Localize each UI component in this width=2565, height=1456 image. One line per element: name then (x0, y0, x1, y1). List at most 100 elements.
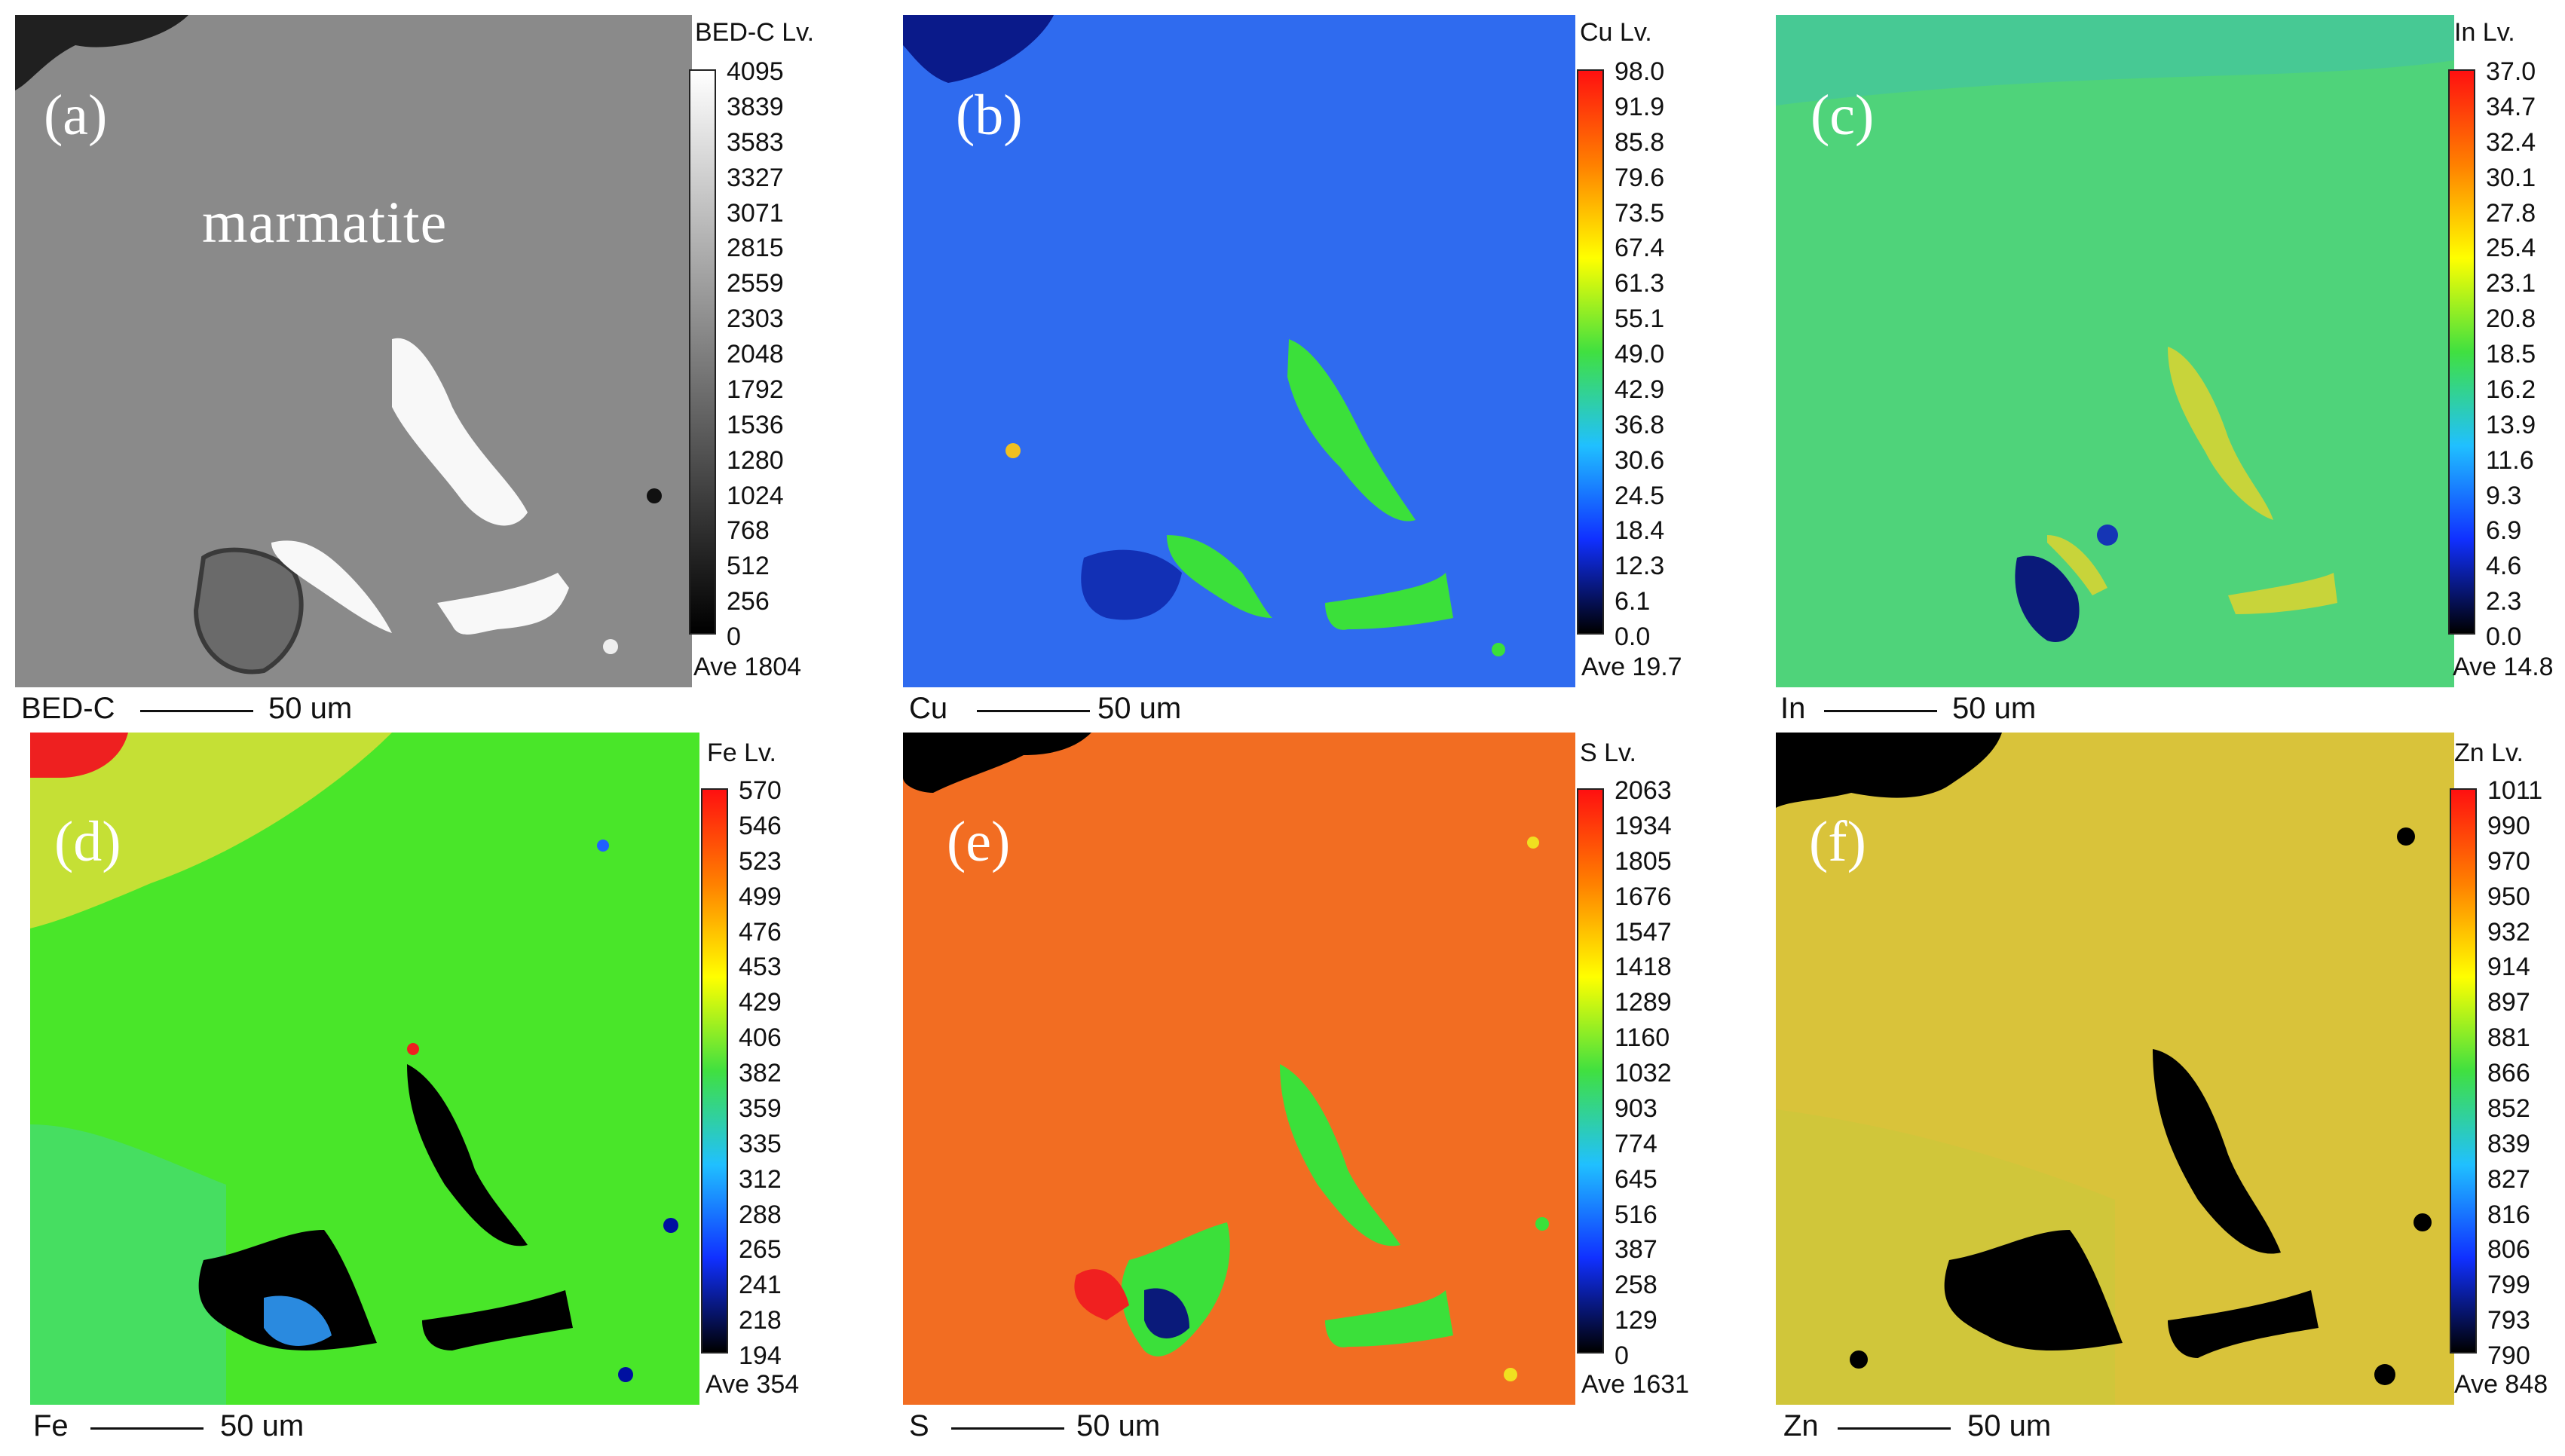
colorbar (701, 788, 728, 1354)
colorbar-tick-label: 914 (2487, 953, 2530, 981)
colorbar-tick-label: 20.8 (2486, 304, 2536, 333)
level-title: Cu Lv. (1580, 18, 1652, 47)
scale-bar (1838, 1427, 1951, 1430)
scale-label: 50 um (1952, 692, 2037, 725)
colorbar-tick-label: 37.0 (2486, 57, 2536, 86)
scale-bar (977, 710, 1090, 712)
panel-letter: (b) (956, 84, 1023, 147)
average-value: Ave 354 (706, 1370, 800, 1399)
colorbar-tick-label: 312 (739, 1165, 782, 1194)
channel-label: In (1780, 692, 1806, 725)
colorbar-tick-label: 2048 (727, 340, 784, 369)
colorbar-tick-label: 453 (739, 953, 782, 981)
colorbar-tick-label: 61.3 (1615, 269, 1665, 298)
panel-letter: (d) (54, 810, 121, 873)
level-title: BED-C Lv. (695, 18, 815, 47)
colorbar-tick-label: 6.9 (2486, 516, 2522, 545)
map-image-f (1776, 733, 2454, 1405)
scale-bar (140, 710, 253, 712)
panel-letter: (e) (947, 810, 1011, 873)
colorbar-tick-label: 2303 (727, 304, 784, 333)
colorbar-tick-label: 85.8 (1615, 128, 1665, 157)
level-title: Fe Lv. (707, 739, 776, 767)
colorbar-tick-label: 42.9 (1615, 375, 1665, 404)
colorbar-tick-label: 774 (1615, 1130, 1657, 1158)
colorbar-tick-label: 13.9 (2486, 411, 2536, 439)
colorbar-tick-label: 3583 (727, 128, 784, 157)
scale-bar (1824, 710, 1937, 712)
map-image-a (15, 15, 692, 687)
colorbar-tick-label: 241 (739, 1271, 782, 1299)
colorbar-tick-label: 36.8 (1615, 411, 1665, 439)
map-image-e (903, 733, 1575, 1405)
colorbar-tick-label: 67.4 (1615, 234, 1665, 262)
panel-letter: (c) (1810, 84, 1875, 147)
colorbar-tick-label: 0 (727, 622, 741, 651)
colorbar-tick-label: 49.0 (1615, 340, 1665, 369)
average-value: Ave 848 (2454, 1370, 2548, 1399)
colorbar-tick-label: 1418 (1615, 953, 1672, 981)
colorbar-tick-label: 406 (739, 1023, 782, 1052)
colorbar-tick-label: 0 (1615, 1341, 1629, 1370)
colorbar-tick-label: 4.6 (2486, 552, 2522, 580)
average-value: Ave 19.7 (1581, 653, 1682, 681)
colorbar-tick-label: 932 (2487, 918, 2530, 947)
colorbar-tick-label: 30.1 (2486, 164, 2536, 192)
colorbar-tick-label: 799 (2487, 1271, 2530, 1299)
colorbar-tick-label: 1160 (1615, 1023, 1670, 1052)
colorbar-tick-label: 3327 (727, 164, 784, 192)
colorbar-tick-label: 2815 (727, 234, 784, 262)
colorbar-tick-label: 0.0 (2486, 622, 2522, 651)
colorbar-tick-label: 73.5 (1615, 199, 1665, 228)
mineral-label: marmatite (202, 189, 448, 255)
colorbar-tick-label: 3839 (727, 93, 784, 121)
colorbar-tick-label: 970 (2487, 847, 2530, 876)
colorbar-tick-label: 288 (739, 1201, 782, 1229)
colorbar-tick-label: 790 (2487, 1341, 2530, 1370)
colorbar-tick-label: 25.4 (2486, 234, 2536, 262)
colorbar-tick-label: 2559 (727, 269, 784, 298)
scale-label: 50 um (1097, 692, 1182, 725)
channel-label: Fe (33, 1409, 69, 1442)
colorbar-tick-label: 1676 (1615, 882, 1672, 911)
colorbar-tick-label: 32.4 (2486, 128, 2536, 157)
colorbar-tick-label: 523 (739, 847, 782, 876)
colorbar-tick-label: 1934 (1615, 812, 1672, 840)
average-value: Ave 14.8 (2453, 653, 2554, 681)
colorbar-tick-label: 1805 (1615, 847, 1672, 876)
channel-label: Zn (1783, 1409, 1819, 1442)
colorbar-tick-label: 18.5 (2486, 340, 2536, 369)
colorbar-tick-label: 1032 (1615, 1059, 1672, 1087)
scale-label: 50 um (1967, 1409, 2052, 1442)
colorbar-tick-label: 2063 (1615, 776, 1672, 805)
colorbar-tick-label: 382 (739, 1059, 782, 1087)
colorbar-tick-label: 34.7 (2486, 93, 2536, 121)
colorbar-tick-label: 806 (2487, 1235, 2530, 1264)
colorbar-tick-label: 218 (739, 1306, 782, 1335)
level-title: S Lv. (1580, 739, 1636, 767)
colorbar-tick-label: 55.1 (1615, 304, 1665, 333)
colorbar-tick-label: 881 (2487, 1023, 2530, 1052)
colorbar-tick-label: 98.0 (1615, 57, 1665, 86)
colorbar-tick-label: 816 (2487, 1201, 2530, 1229)
colorbar (2450, 788, 2477, 1354)
average-value: Ave 1631 (1581, 1370, 1690, 1399)
colorbar-tick-label: 387 (1615, 1235, 1657, 1264)
colorbar-tick-label: 2.3 (2486, 587, 2522, 616)
colorbar-tick-label: 4095 (727, 57, 784, 86)
colorbar-tick-label: 0.0 (1615, 622, 1651, 651)
colorbar-tick-label: 335 (739, 1130, 782, 1158)
colorbar-tick-label: 3071 (727, 199, 784, 228)
colorbar-tick-label: 129 (1615, 1306, 1657, 1335)
colorbar-tick-label: 27.8 (2486, 199, 2536, 228)
colorbar-tick-label: 12.3 (1615, 552, 1665, 580)
colorbar-tick-label: 24.5 (1615, 482, 1665, 510)
colorbar-tick-label: 18.4 (1615, 516, 1665, 545)
map-image-c (1776, 15, 2454, 687)
colorbar-tick-label: 1011 (2487, 776, 2543, 805)
colorbar-tick-label: 1792 (727, 375, 784, 404)
colorbar-tick-label: 990 (2487, 812, 2530, 840)
colorbar-tick-label: 827 (2487, 1165, 2530, 1194)
level-title: In Lv. (2454, 18, 2515, 47)
colorbar-tick-label: 570 (739, 776, 782, 805)
